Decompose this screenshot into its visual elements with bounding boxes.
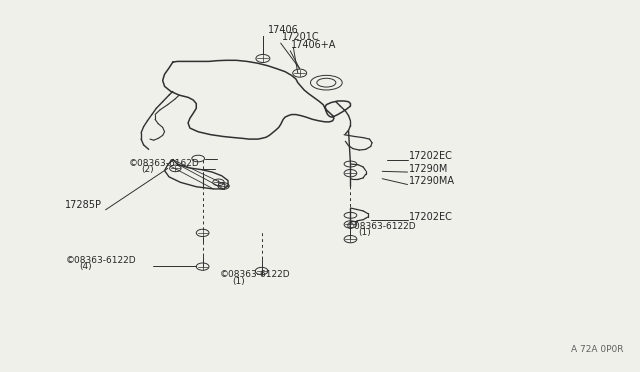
Text: 17201C: 17201C xyxy=(282,32,319,42)
Text: 17290M: 17290M xyxy=(409,164,448,174)
Text: A 72A 0P0R: A 72A 0P0R xyxy=(571,345,623,354)
Text: (2): (2) xyxy=(141,165,154,174)
Text: (4): (4) xyxy=(79,262,92,271)
Text: 17285P: 17285P xyxy=(65,200,102,210)
Text: 17202EC: 17202EC xyxy=(409,212,452,222)
Text: 17406: 17406 xyxy=(268,25,299,35)
Text: ©08363-6122D: ©08363-6122D xyxy=(220,270,291,279)
Text: (1): (1) xyxy=(358,228,371,237)
Text: ©08363-6162D: ©08363-6162D xyxy=(129,159,199,168)
Text: 17406+A: 17406+A xyxy=(291,40,337,50)
Text: 17202EC: 17202EC xyxy=(409,151,452,161)
Text: ©08363-6122D: ©08363-6122D xyxy=(66,256,137,265)
Text: 17290MA: 17290MA xyxy=(409,176,455,186)
Text: (1): (1) xyxy=(232,277,245,286)
Text: ©08363-6122D: ©08363-6122D xyxy=(346,222,416,231)
